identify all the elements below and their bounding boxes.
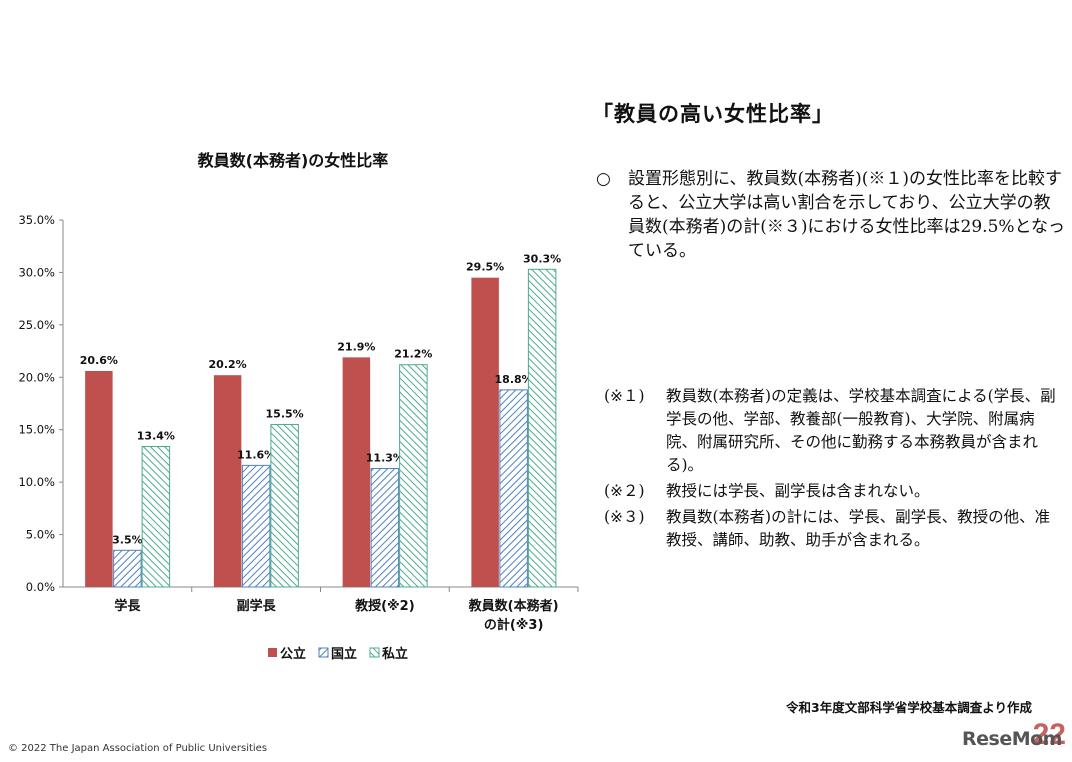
bar-value-label: 13.4% — [137, 429, 175, 442]
legend-label: 私立 — [382, 646, 408, 662]
footnote: (※１) 教員数(本務者)の定義は、学校基本調査による(学長、副学長の他、学部、… — [604, 385, 1064, 477]
bar-value-label: 18.8% — [495, 373, 533, 386]
x-category-label: 教員数(本務者) — [468, 598, 559, 614]
bullet-circle-icon: ○ — [596, 169, 611, 189]
footnote-label: (※１) — [604, 387, 645, 405]
bar-私立 — [270, 423, 299, 588]
chart-area: 教員数(本務者)の女性比率 0.0% 5.0% 10.0% 15.0% 20.0% 25.0… — [0, 0, 600, 680]
y-tick-label: 5.0% — [26, 528, 55, 542]
bar-国立 — [113, 549, 142, 588]
resemom-logo: 22 ReseMom — [962, 718, 1066, 758]
bar-私立 — [141, 445, 171, 588]
bar-value-label: 21.2% — [394, 348, 432, 361]
legend-swatch-国立 — [318, 647, 329, 658]
x-category-label: 教授(※2) — [354, 598, 415, 614]
bar-私立 — [399, 364, 428, 588]
footnotes: (※１) 教員数(本務者)の定義は、学校基本調査による(学長、副学長の他、学部、… — [604, 385, 1064, 555]
footnote: (※２) 教授には学長、副学長は含まれない。 — [604, 480, 1064, 503]
footnote-text: 教授には学長、副学長は含まれない。 — [666, 482, 930, 500]
legend-swatch-公立 — [268, 648, 277, 657]
page-number: 22 — [1032, 718, 1066, 751]
x-category-label: 学長 — [114, 598, 141, 614]
bar-公立 — [85, 370, 113, 587]
y-tick-label: 0.0% — [26, 580, 55, 594]
footnote: (※３) 教員数(本務者)の計には、学長、副学長、教授の他、准教授、講師、助教、… — [604, 506, 1064, 552]
y-tick-label: 35.0% — [18, 213, 55, 227]
y-tick-label: 10.0% — [18, 475, 55, 489]
summary-text: 設置形態別に、教員数(本務者)(※１)の女性比率を比較すると、公立大学は高い割合… — [628, 169, 1066, 261]
bar-value-label: 11.6% — [237, 448, 275, 461]
bar-value-label: 15.5% — [266, 407, 304, 420]
bar-value-label: 11.3% — [366, 452, 404, 465]
summary-bullet: ○ 設置形態別に、教員数(本務者)(※１)の女性比率を比較すると、公立大学は高い… — [596, 167, 1066, 263]
legend-label: 公立 — [280, 646, 306, 662]
bar-value-label: 20.2% — [209, 358, 247, 371]
bar-公立 — [342, 357, 371, 587]
section-heading: 「教員の高い女性比率」 — [592, 102, 834, 126]
source-note: 令和3年度文部科学省学校基本調査より作成 — [786, 700, 1032, 715]
logo-text: ReseMom — [962, 728, 1062, 750]
bar-公立 — [471, 277, 499, 587]
footnote-text: 教員数(本務者)の計には、学長、副学長、教授の他、准教授、講師、助教、助手が含ま… — [666, 508, 1051, 549]
bar-公立 — [213, 375, 242, 587]
x-category-label: の計(※3) — [484, 617, 544, 633]
bar-国立 — [241, 464, 271, 588]
bar-value-label: 20.6% — [80, 354, 118, 367]
bar-chart: 教員数(本務者)の女性比率 0.0% 5.0% 10.0% 15.0% 20.0% 25.0… — [18, 151, 579, 662]
y-tick-label: 30.0% — [18, 265, 55, 279]
bar-国立 — [370, 468, 400, 588]
chart-title: 教員数(本務者)の女性比率 — [198, 151, 389, 170]
y-tick-label: 15.0% — [18, 423, 55, 437]
bar-私立 — [527, 268, 557, 588]
bar-国立 — [499, 389, 528, 588]
x-category-label: 副学長 — [237, 598, 277, 614]
legend-label: 国立 — [331, 646, 357, 662]
bar-value-label: 21.9% — [337, 340, 375, 353]
y-tick-label: 20.0% — [18, 370, 55, 384]
footnote-label: (※３) — [604, 508, 645, 526]
copyright-footer: © 2022 The Japan Association of Public U… — [8, 743, 268, 754]
y-tick-label: 25.0% — [18, 318, 55, 332]
legend-swatch-私立 — [369, 647, 380, 658]
bar-value-label: 29.5% — [466, 261, 504, 274]
footnote-label: (※２) — [604, 482, 645, 500]
bar-value-label: 30.3% — [523, 252, 561, 265]
bar-value-label: 3.5% — [112, 533, 143, 546]
footnote-text: 教員数(本務者)の定義は、学校基本調査による(学長、副学長の他、学部、教養部(一… — [666, 387, 1056, 474]
